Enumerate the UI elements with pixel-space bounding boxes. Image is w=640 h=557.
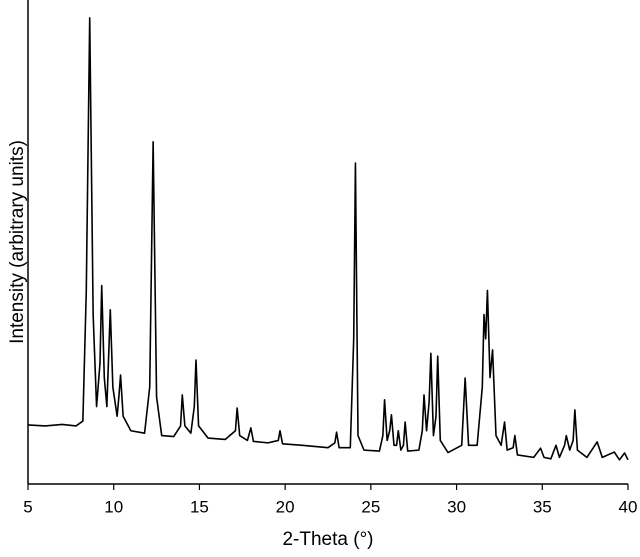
x-tick-label: 10 [104, 497, 123, 516]
y-axis-label: Intensity (arbitrary units) [7, 140, 28, 344]
x-tick-label: 25 [361, 497, 380, 516]
x-tick-label: 20 [276, 497, 295, 516]
x-tick-label: 35 [533, 497, 552, 516]
x-tick-label: 5 [23, 497, 32, 516]
x-tick-label: 30 [447, 497, 466, 516]
x-tick-label: 15 [190, 497, 209, 516]
x-tick-label: 40 [619, 497, 638, 516]
x-axis-label: 2-Theta (°) [282, 529, 373, 550]
data-line [27, 17, 629, 461]
